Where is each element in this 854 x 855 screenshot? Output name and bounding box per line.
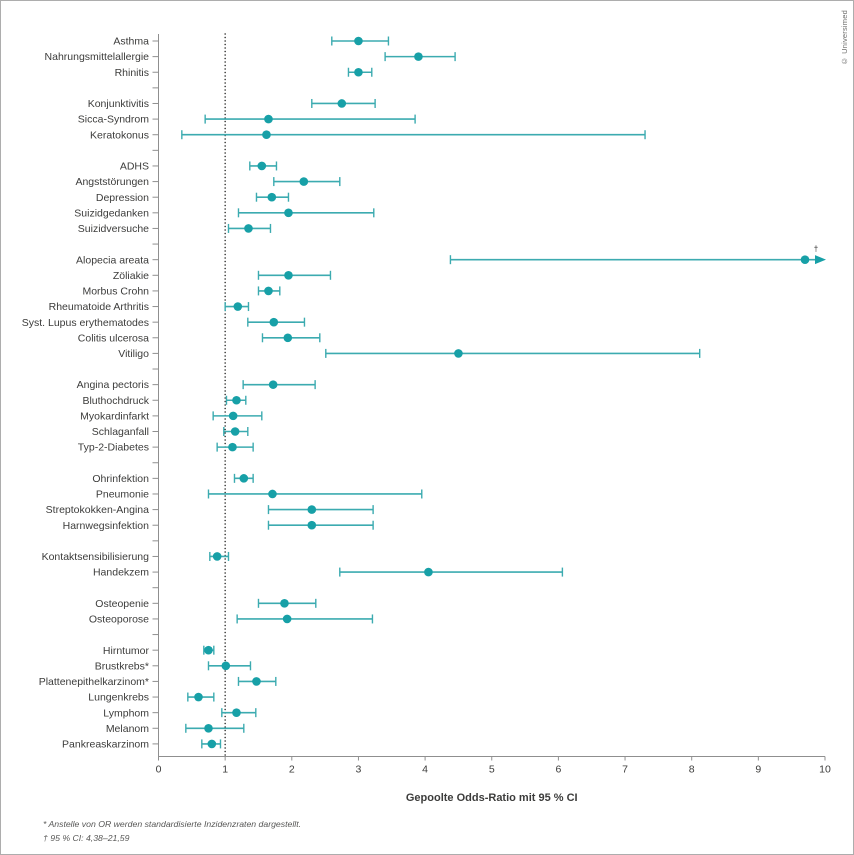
or-marker [262,130,271,140]
or-marker [232,708,241,717]
row-label: Depression [96,192,149,204]
row-label: Keratokonus [90,129,149,141]
row-label: Rhinitis [115,67,149,79]
or-marker [284,208,293,218]
row-label: Pankreaskarzinom [62,739,149,751]
or-marker [204,723,213,733]
row-label: Myokardinfarkt [80,410,149,422]
footnote-block: * Anstelle von OR werden standardisierte… [43,817,301,845]
row-label: Bluthochdruck [82,395,149,407]
x-tick-label: 6 [555,764,561,776]
or-marker [194,692,203,702]
or-marker [257,161,267,171]
row-label: Sicca-Syndrom [78,114,149,126]
footnote-dagger: † 95 % CI: 4,38–21,59 [43,833,130,843]
or-marker [414,52,423,61]
row-label: Alopecia areata [76,254,149,266]
row-label: Asthma [113,36,149,48]
or-marker [454,349,463,358]
or-marker [232,395,241,405]
row-label: Osteopenie [95,598,149,610]
row-label: Pneumonie [96,489,149,501]
row-label: Colitis ulcerosa [78,332,149,344]
or-marker [212,552,222,561]
x-tick-label: 7 [622,764,628,776]
row-label: Lungenkrebs [88,692,149,704]
x-tick-label: 3 [356,764,362,776]
or-marker [252,677,261,686]
or-marker [282,614,292,624]
x-tick-label: 2 [289,764,295,776]
row-label: Nahrungsmittelallergie [45,51,150,63]
row-label: Harnwegsinfektion [63,520,150,532]
row-label: Syst. Lupus erythematodes [22,317,149,329]
ci-arrow-right [815,255,826,265]
or-marker [424,567,433,577]
row-label: Schlaganfall [92,426,149,438]
or-marker [283,333,293,343]
x-tick-label: 10 [819,764,831,776]
footnote-asterisk: * Anstelle von OR werden standardisierte… [43,819,302,829]
row-label: Ohrinfektion [92,473,149,485]
row-label: Rheumatoide Arthritis [49,301,149,313]
or-marker [268,489,277,499]
or-marker [354,36,363,46]
x-tick-label: 8 [689,764,695,776]
row-label: Suizidgedanken [74,207,149,219]
or-marker [269,317,279,327]
row-label: ADHS [120,161,149,173]
row-label: Kontaktsensibilisierung [42,551,150,563]
or-marker [244,224,253,233]
or-marker [233,302,243,311]
row-label: Streptokokken-Angina [46,504,149,516]
row-label: Typ-2-Diabetes [78,442,149,454]
or-marker [354,67,363,77]
row-label: Melanom [106,723,149,735]
row-label: Zöliakie [113,270,149,282]
or-marker [299,177,309,186]
x-axis-title: Gepoolte Odds-Ratio mit 95 % CI [406,792,578,804]
row-label: Vitiligo [118,348,149,360]
or-marker [268,380,278,389]
row-label: Hirntumor [103,645,150,657]
row-label: Plattenepithelkarzinom* [39,676,149,688]
or-marker [239,474,249,483]
or-marker [228,442,237,452]
row-label: Suizidversuche [78,223,149,235]
or-marker [204,645,213,655]
or-marker [800,255,810,264]
or-marker [207,739,217,749]
or-marker [307,520,317,530]
row-label: Osteoporose [89,614,149,626]
row-label: Morbus Crohn [82,286,149,298]
or-marker [280,599,289,608]
or-marker [337,99,347,108]
x-tick-label: 1 [222,764,228,776]
or-marker [264,114,273,124]
or-marker [307,505,317,514]
row-label: Lymphom [103,707,149,719]
dagger-annotation: † [814,244,819,254]
row-label: Angina pectoris [77,379,149,391]
x-tick-label: 4 [422,764,428,776]
row-label: Handekzem [93,567,149,579]
or-marker [284,271,293,280]
or-marker [267,192,277,202]
x-tick-label: 5 [489,764,495,776]
copyright-credit: © Universimed [840,10,849,66]
x-tick-label: 9 [755,764,761,776]
or-marker [230,427,240,436]
or-marker [221,661,231,671]
row-label: Brustkrebs* [95,660,149,672]
row-label: Konjunktivitis [88,98,149,110]
x-tick-label: 0 [156,764,162,776]
or-marker [264,286,273,296]
row-label: Angststörungen [75,176,149,188]
or-marker [228,411,238,421]
